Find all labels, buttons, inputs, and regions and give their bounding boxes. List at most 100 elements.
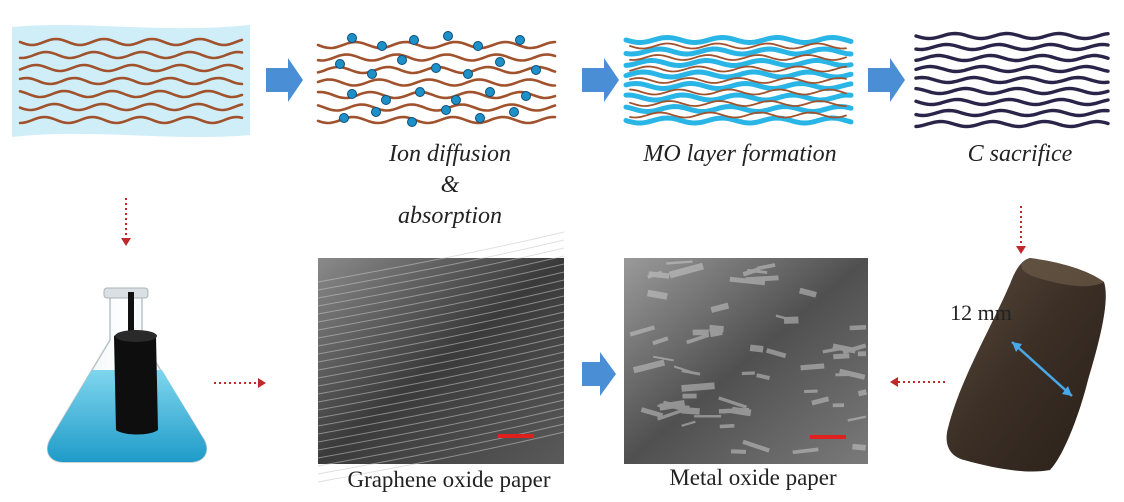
measurement-label: 12 mm: [950, 300, 1012, 325]
sem-flake: [629, 325, 655, 337]
mo-brown-fiber: [629, 65, 847, 73]
graphene-fiber: [18, 50, 244, 60]
sem-flake: [709, 324, 724, 333]
ion-particle: [521, 91, 531, 101]
metal-oxide-fiber: [914, 31, 1110, 41]
sem-flake: [747, 268, 768, 274]
dotted-arrow-down-right-head: [1016, 246, 1026, 254]
graphene-fiber: [18, 76, 244, 86]
sem-fiber-line: [317, 327, 565, 379]
ion-fiber: [316, 115, 557, 125]
sem-flake: [835, 373, 848, 377]
label-ampersand: &: [440, 172, 460, 198]
metal-oxide-fiber: [914, 64, 1110, 74]
sem-fiber-line: [317, 239, 565, 291]
sem-fiber-line: [317, 351, 565, 403]
sem-flake: [652, 336, 669, 346]
label-ion-diffusion: Ion diffusion: [388, 141, 511, 167]
mo-brown-fiber: [629, 111, 847, 119]
graphene-fiber: [18, 115, 244, 125]
sem-flake: [681, 382, 715, 392]
ion-particle: [347, 33, 357, 43]
sem-fiber-line: [317, 247, 565, 299]
sem-metal-oxide-image: [624, 258, 868, 464]
mo-cyan-layer: [623, 34, 854, 46]
sem-flake: [719, 423, 735, 429]
sem-fiber-line: [317, 423, 565, 475]
metal-oxide-fiber: [914, 119, 1110, 129]
sem-fiber-line: [317, 295, 565, 347]
sem-fiber-line: [317, 367, 565, 419]
sem-fiber-line: [317, 319, 565, 371]
ion-particle-group: [335, 31, 541, 127]
graphene-fiber: [18, 102, 244, 112]
sem-fiber-line: [317, 271, 565, 323]
metal-oxide-fiber: [914, 42, 1110, 52]
sem-fiber-line: [317, 383, 565, 435]
sem-fiber-line: [317, 431, 565, 483]
graphene-fiber: [18, 89, 244, 99]
ion-particle: [531, 65, 541, 75]
sem-flake: [659, 399, 686, 411]
sem-flake: [640, 407, 664, 418]
mo-cyan-layer: [623, 103, 854, 115]
mo-cyan-layer: [623, 57, 854, 69]
ion-particle: [475, 113, 485, 123]
sem-fiber-line: [317, 287, 565, 339]
sem-fiber-line: [317, 255, 565, 307]
dotted-arrow-down-left-head: [121, 238, 131, 246]
sem-flake: [842, 343, 867, 355]
process-arrow-2: [582, 58, 619, 102]
sem-flake: [647, 270, 663, 279]
metal-oxide-fiber: [914, 86, 1110, 96]
mo-brown-fiber: [629, 100, 847, 107]
sem-flake: [710, 302, 730, 313]
ion-particle: [339, 113, 349, 123]
sem-flake: [632, 359, 666, 374]
mo-brown-fiber: [629, 88, 847, 96]
ion-fiber: [316, 40, 557, 50]
metal-oxide-fiber: [914, 97, 1110, 107]
ion-particle: [443, 31, 453, 41]
caption-graphene-oxide-paper: Graphene oxide paper: [347, 467, 551, 492]
sem-flake: [668, 262, 704, 279]
sem-flake: [857, 351, 867, 357]
ion-particle: [407, 117, 417, 127]
ion-particle: [473, 41, 483, 51]
ion-particle: [431, 63, 441, 73]
ion-fiber: [316, 78, 557, 87]
sem-flake: [681, 407, 700, 415]
mo-cyan-layer: [623, 80, 854, 92]
sem-graphene-oxide-image: [317, 231, 565, 483]
sem-flake: [666, 260, 693, 265]
sem-flake: [718, 407, 750, 414]
process-arrow-1: [266, 58, 303, 102]
sem-flake: [682, 393, 697, 399]
sem-fiber-line: [317, 231, 565, 283]
sem-flake: [686, 333, 710, 345]
sem-fiber-line: [317, 359, 565, 411]
mo-brown-fiber: [629, 54, 847, 61]
process-arrow-3: [868, 58, 905, 102]
sem-fiber-line: [317, 335, 565, 387]
sem-flake: [857, 389, 868, 397]
sem-flake: [792, 447, 819, 455]
sem-flake: [765, 348, 787, 359]
sem-flake: [811, 396, 830, 406]
sem-fiber-line: [317, 391, 565, 443]
metal-oxide-sample-photo: [946, 258, 1106, 472]
sem-fiber-line: [317, 399, 565, 451]
mo-brown-fiber: [629, 77, 847, 84]
sem-flake: [756, 263, 776, 271]
ion-fiber: [316, 90, 557, 100]
sem-flake: [833, 353, 850, 360]
sem-flake: [694, 415, 722, 418]
ion-particle: [415, 87, 425, 97]
sem-fiber-line: [317, 407, 565, 459]
sem-flake: [804, 389, 818, 394]
sem-flake: [847, 415, 867, 422]
sem-fiber-line: [317, 279, 565, 331]
metal-oxide-fiber-group: [914, 31, 1110, 129]
ion-particle: [347, 89, 357, 99]
